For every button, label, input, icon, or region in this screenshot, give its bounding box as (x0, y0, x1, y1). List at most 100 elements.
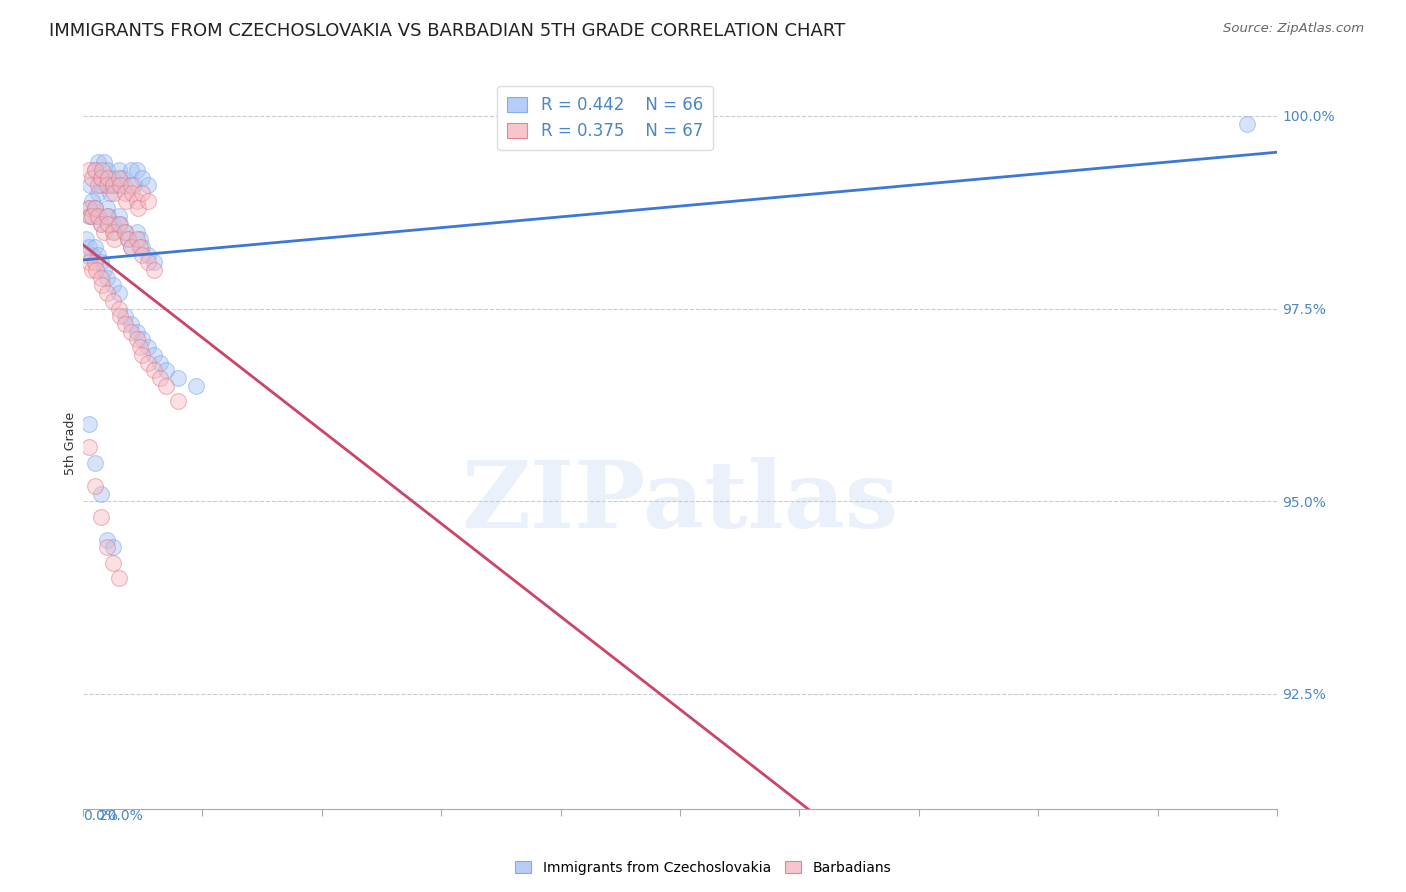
Point (80, 263, 103, 277)
Point (98, 186, 121, 200)
Point (120, 317, 142, 331)
Point (155, 363, 177, 377)
Point (138, 340, 160, 354)
Point (83, 202, 105, 216)
Point (77, 209, 100, 223)
Point (120, 178, 142, 193)
Point (127, 202, 149, 216)
Point (80, 248, 103, 262)
Point (90, 509, 112, 524)
Point (77, 440, 100, 454)
Point (83, 162, 105, 177)
Point (93, 155, 115, 169)
Point (117, 232, 139, 246)
Point (128, 340, 150, 354)
Point (108, 217, 131, 231)
Point (121, 186, 143, 200)
Point (107, 571, 129, 585)
Point (114, 194, 136, 208)
Point (101, 541, 124, 555)
Point (143, 348, 166, 362)
Point (155, 378, 177, 392)
Point (77, 240, 100, 254)
Point (114, 225, 136, 239)
Point (131, 186, 153, 200)
Point (108, 310, 131, 324)
Point (120, 325, 142, 339)
Point (101, 217, 124, 231)
Point (77, 202, 100, 216)
Point (125, 162, 148, 177)
Point (97, 217, 120, 231)
Point (110, 170, 132, 185)
Point (103, 225, 125, 239)
Point (75, 248, 97, 262)
Point (138, 248, 160, 262)
Point (107, 162, 129, 177)
Point (83, 240, 105, 254)
Point (125, 333, 148, 347)
Point (84, 263, 107, 277)
Point (101, 170, 124, 185)
Point (93, 225, 115, 239)
Point (107, 170, 129, 185)
Point (138, 194, 160, 208)
Point (104, 178, 127, 193)
Point (86, 178, 108, 193)
Point (120, 240, 142, 254)
Point (186, 378, 208, 392)
Point (77, 162, 100, 177)
Point (149, 371, 172, 385)
Point (131, 333, 153, 347)
Point (83, 479, 105, 493)
Point (107, 286, 129, 301)
Point (90, 162, 112, 177)
Point (167, 371, 190, 385)
Point (114, 310, 136, 324)
Point (83, 255, 105, 269)
Point (86, 155, 108, 169)
Point (90, 178, 112, 193)
Point (93, 263, 115, 277)
Point (86, 209, 108, 223)
Point (96, 209, 118, 223)
Point (149, 355, 172, 369)
Point (80, 170, 103, 185)
Point (114, 225, 136, 239)
Legend: R = 0.442    N = 66, R = 0.375    N = 67: R = 0.442 N = 66, R = 0.375 N = 67 (498, 86, 713, 150)
Point (103, 186, 125, 200)
Text: IMMIGRANTS FROM CZECHOSLOVAKIA VS BARBADIAN 5TH GRADE CORRELATION CHART: IMMIGRANTS FROM CZECHOSLOVAKIA VS BARBAD… (49, 22, 845, 40)
Point (114, 178, 136, 193)
Point (96, 286, 118, 301)
Point (125, 325, 148, 339)
Point (107, 209, 129, 223)
Point (90, 217, 112, 231)
Point (138, 255, 160, 269)
Point (103, 232, 125, 246)
Point (107, 301, 129, 316)
Point (101, 178, 124, 193)
Point (122, 178, 145, 193)
Point (101, 293, 124, 308)
Point (96, 202, 118, 216)
Point (90, 270, 112, 285)
Point (98, 178, 121, 193)
Point (125, 232, 148, 246)
Point (84, 209, 107, 223)
Point (131, 170, 153, 185)
Point (77, 417, 100, 432)
Point (125, 225, 148, 239)
Text: ZIPatlas: ZIPatlas (461, 457, 898, 547)
Point (96, 533, 118, 547)
Y-axis label: 5th Grade: 5th Grade (65, 412, 77, 475)
Point (143, 255, 166, 269)
Point (120, 162, 142, 177)
Point (138, 178, 160, 193)
Point (1236, 117, 1258, 131)
Point (96, 162, 118, 177)
Point (83, 456, 105, 470)
Point (125, 194, 148, 208)
Point (131, 248, 153, 262)
Point (80, 209, 103, 223)
Point (97, 209, 120, 223)
